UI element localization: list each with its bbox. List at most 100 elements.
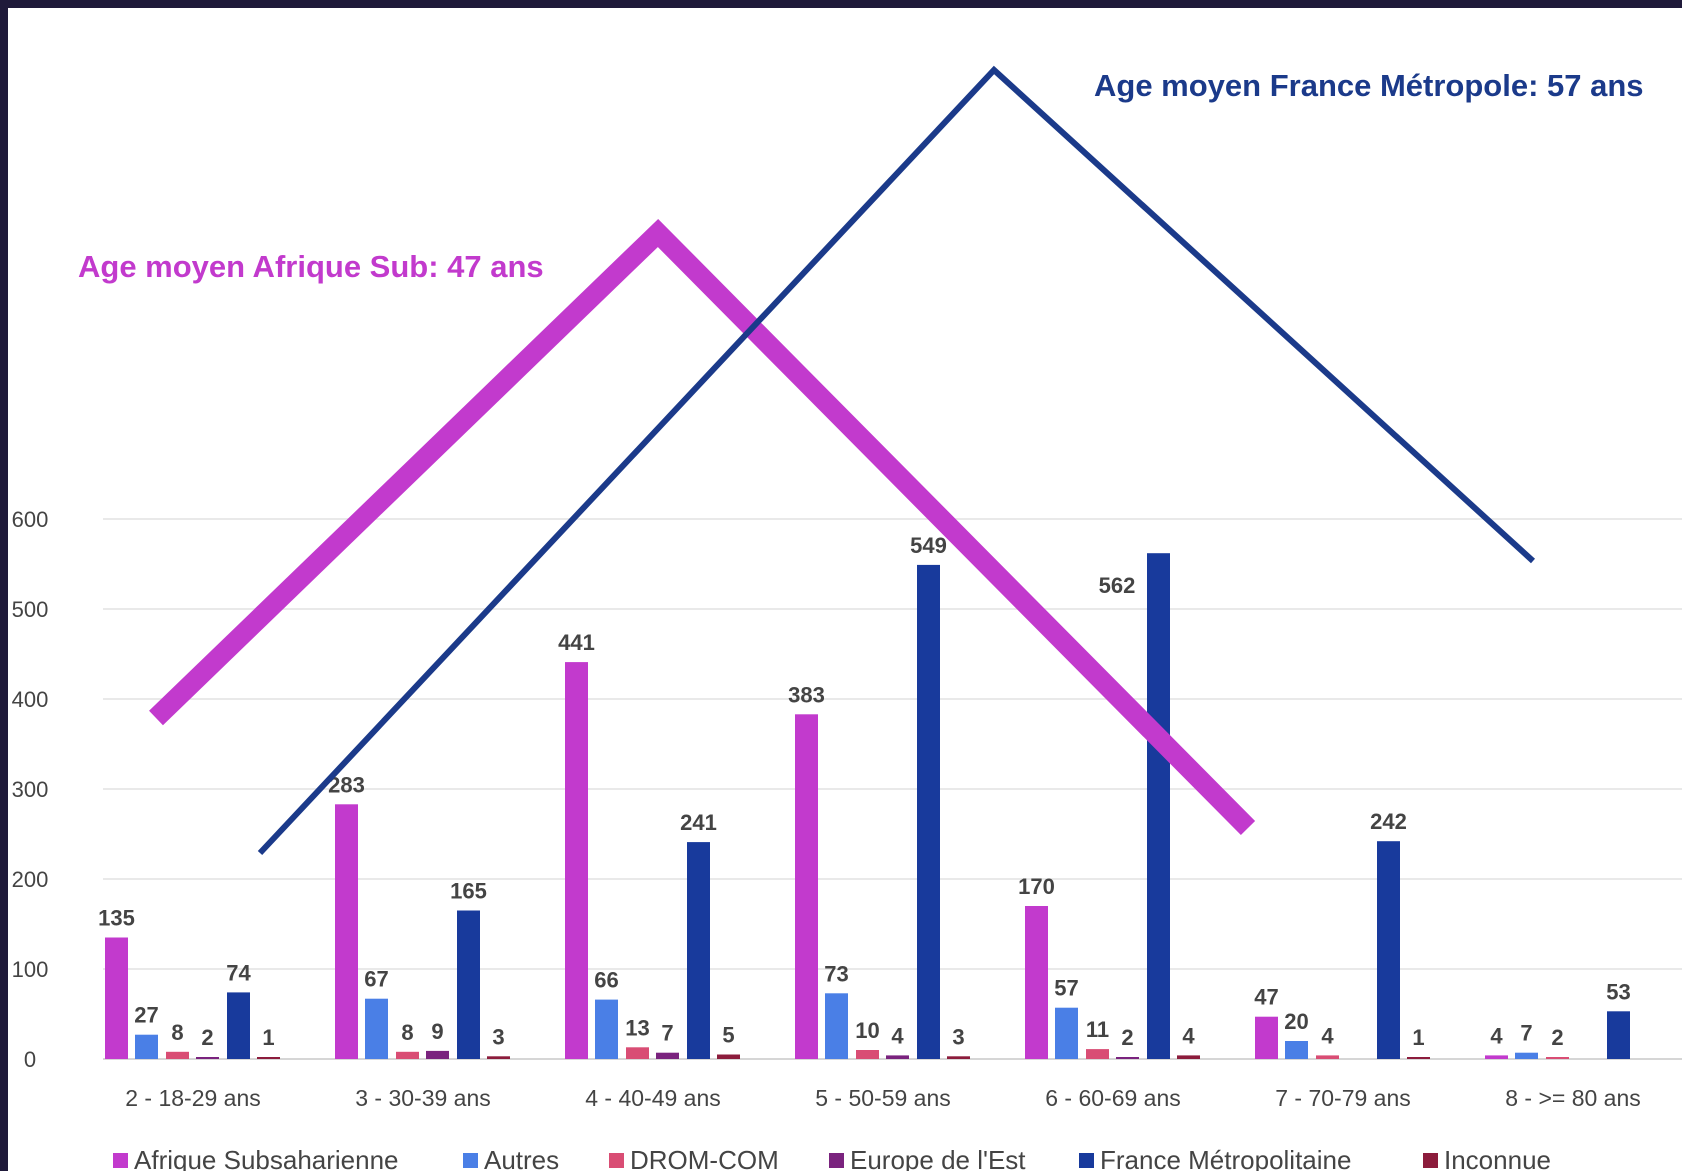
bar bbox=[1316, 1055, 1339, 1059]
bar bbox=[687, 842, 710, 1059]
bar bbox=[1546, 1057, 1569, 1059]
data-label: 74 bbox=[226, 960, 251, 985]
data-label: 8 bbox=[401, 1020, 413, 1045]
data-label: 9 bbox=[431, 1019, 443, 1044]
y-tick-label: 600 bbox=[12, 507, 49, 532]
data-label: 3 bbox=[492, 1024, 504, 1049]
bar bbox=[257, 1057, 280, 1059]
data-label: 57 bbox=[1054, 976, 1078, 1001]
bar bbox=[825, 993, 848, 1059]
bar bbox=[1255, 1016, 1278, 1059]
bar bbox=[365, 998, 388, 1059]
bar bbox=[196, 1057, 219, 1059]
bar bbox=[457, 910, 480, 1059]
legend-label: Afrique Subsaharienne bbox=[134, 1145, 399, 1171]
annotation: Age moyen Afrique Sub: 47 ans bbox=[78, 249, 544, 284]
legend-label: DROM-COM bbox=[630, 1145, 779, 1171]
x-tick-label: 6 - 60-69 ans bbox=[1045, 1085, 1181, 1111]
data-label: 242 bbox=[1370, 809, 1407, 834]
bar bbox=[595, 999, 618, 1059]
bar bbox=[1055, 1007, 1078, 1059]
chart-frame: 0 100 200 300 400 500 600 135 27 8 2 74 1 2 - 18-29 a… bbox=[8, 8, 1682, 1171]
legend-swatch bbox=[1423, 1153, 1438, 1168]
data-label: 66 bbox=[594, 968, 618, 993]
data-label: 27 bbox=[134, 1003, 158, 1028]
legend-swatch bbox=[609, 1153, 624, 1168]
y-tick-label: 500 bbox=[12, 597, 49, 622]
bar bbox=[1116, 1057, 1139, 1059]
data-label: 10 bbox=[855, 1018, 879, 1043]
bar bbox=[626, 1047, 649, 1059]
bar bbox=[565, 662, 588, 1059]
data-label: 2 bbox=[1551, 1025, 1563, 1050]
bar bbox=[1377, 841, 1400, 1059]
data-label: 135 bbox=[98, 906, 135, 931]
data-label: 20 bbox=[1284, 1009, 1308, 1034]
bar bbox=[1407, 1057, 1430, 1059]
bar bbox=[1285, 1041, 1308, 1059]
trend-line bbox=[149, 218, 1256, 836]
data-label: 549 bbox=[910, 533, 947, 558]
bar bbox=[917, 564, 940, 1059]
data-label: 4 bbox=[891, 1023, 904, 1048]
data-label: 73 bbox=[824, 961, 848, 986]
data-label: 4 bbox=[1182, 1023, 1195, 1048]
y-tick-label: 200 bbox=[12, 867, 49, 892]
legend-label: Autres bbox=[484, 1145, 559, 1171]
bar bbox=[947, 1056, 970, 1059]
x-tick-label: 7 - 70-79 ans bbox=[1275, 1085, 1411, 1111]
data-label: 3 bbox=[952, 1024, 964, 1049]
bar bbox=[135, 1034, 158, 1059]
y-tick-label: 0 bbox=[24, 1047, 36, 1072]
data-label: 4 bbox=[1490, 1023, 1503, 1048]
data-label: 383 bbox=[788, 682, 825, 707]
data-label: 165 bbox=[450, 879, 487, 904]
bar bbox=[717, 1054, 740, 1059]
data-label: 53 bbox=[1606, 979, 1630, 1004]
bar bbox=[166, 1051, 189, 1059]
data-label: 241 bbox=[680, 810, 717, 835]
legend-swatch bbox=[1079, 1153, 1094, 1168]
bar bbox=[856, 1050, 879, 1059]
x-tick-label: 5 - 50-59 ans bbox=[815, 1085, 951, 1111]
data-label: 2 bbox=[201, 1025, 213, 1050]
data-label: 13 bbox=[625, 1015, 649, 1040]
bar bbox=[1086, 1049, 1109, 1059]
bar bbox=[1177, 1055, 1200, 1059]
bar bbox=[1607, 1011, 1630, 1059]
data-label: 2 bbox=[1121, 1025, 1133, 1050]
bar bbox=[105, 937, 128, 1059]
y-tick-label: 300 bbox=[12, 777, 49, 802]
data-label: 4 bbox=[1321, 1023, 1334, 1048]
legend-swatch bbox=[463, 1153, 478, 1168]
x-tick-label: 3 - 30-39 ans bbox=[355, 1085, 491, 1111]
data-label: 67 bbox=[364, 967, 388, 992]
annotation: Age moyen France Métropole: 57 ans bbox=[1094, 68, 1644, 103]
bar bbox=[426, 1050, 449, 1059]
data-label: 170 bbox=[1018, 874, 1055, 899]
data-label: 47 bbox=[1254, 985, 1278, 1010]
legend-label: France Métropolitaine bbox=[1100, 1145, 1351, 1171]
bar bbox=[795, 714, 818, 1059]
trend-line bbox=[257, 65, 1536, 856]
data-label: 11 bbox=[1086, 1017, 1109, 1042]
bar bbox=[227, 992, 250, 1059]
data-label: 562 bbox=[1099, 573, 1136, 598]
y-tick-label: 400 bbox=[12, 687, 49, 712]
bar bbox=[886, 1055, 909, 1059]
bar bbox=[396, 1051, 419, 1059]
legend-swatch bbox=[113, 1153, 128, 1168]
x-tick-label: 4 - 40-49 ans bbox=[585, 1085, 721, 1111]
bar bbox=[487, 1056, 510, 1059]
data-label: 1 bbox=[1412, 1025, 1424, 1050]
data-label: 441 bbox=[558, 630, 595, 655]
bar bbox=[1485, 1055, 1508, 1059]
data-label: 1 bbox=[262, 1025, 274, 1050]
y-tick-label: 100 bbox=[12, 957, 49, 982]
bar bbox=[1147, 553, 1170, 1059]
legend-label: Europe de l'Est bbox=[850, 1145, 1026, 1171]
legend-label: Inconnue bbox=[1444, 1145, 1551, 1171]
bar bbox=[1025, 906, 1048, 1059]
bar bbox=[656, 1052, 679, 1059]
